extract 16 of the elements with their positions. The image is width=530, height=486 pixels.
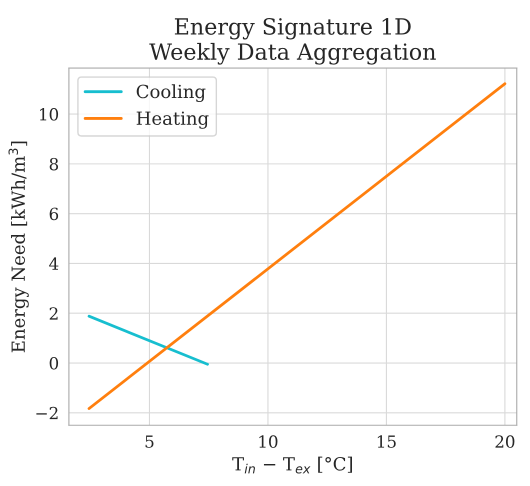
x-tick-label: 20 [495,435,514,448]
y-tick-label: 10 [40,108,58,121]
x-axis-title: T$_{in}$ − T$_{ex}$ [°C] [232,456,352,474]
y-tick-label: −2 [36,406,58,420]
x-tick-label: 10 [259,435,278,448]
y-axis-title: Energy Need [kWh/m$^{3}$] [8,142,29,352]
y-tick-label: 6 [50,208,58,220]
legend-label: Cooling [136,84,206,102]
y-tick-label: 8 [50,158,58,170]
y-tick-label: 2 [50,307,58,320]
y-tick-label: 4 [49,257,58,270]
x-tick-label: 15 [378,435,396,448]
x-tick-label: 5 [146,435,154,448]
y-tick-label: 0 [50,356,58,370]
chart-title: Energy Signature 1D Weekly Data Aggregation [149,18,436,65]
legend-label: Heating [136,111,209,129]
